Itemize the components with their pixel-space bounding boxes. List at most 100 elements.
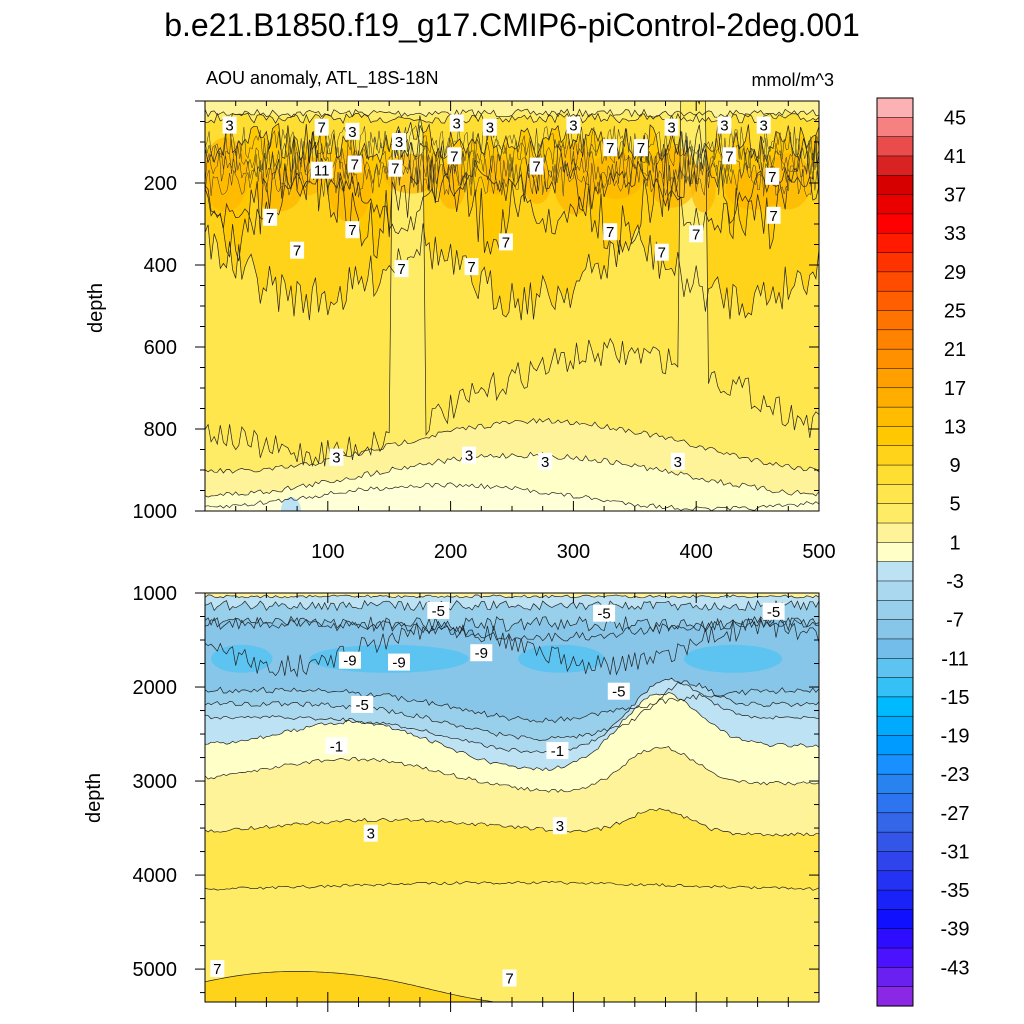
upper-contour-label: 7	[502, 234, 510, 251]
colorbar-swatch	[876, 155, 914, 176]
colorbar-swatch	[876, 580, 914, 601]
subtitle-units: mmol/m^3	[752, 70, 834, 90]
colorbar-swatch	[876, 812, 914, 833]
subtitle-left: AOU anomaly, ATL_18S-18N	[206, 68, 438, 89]
y-tick-label: 600	[144, 337, 177, 359]
lower-fill-core	[518, 644, 605, 673]
upper-contour-label: 3	[541, 454, 549, 471]
colorbar-label: -11	[941, 648, 968, 670]
colorbar-swatch	[876, 252, 914, 273]
lower-contour-label-box	[363, 824, 378, 842]
lower-contour-label-box	[325, 737, 348, 755]
upper-contour-label: 11	[314, 163, 330, 180]
lower-contour-line	[205, 677, 819, 754]
upper-fill-band	[205, 123, 819, 262]
upper-contour-label-box	[717, 116, 732, 134]
upper-contour-label-box	[566, 116, 581, 134]
lower-contour-label: 7	[213, 961, 221, 978]
y-tick-label: 2000	[133, 677, 178, 699]
colorbar-label: 1	[949, 532, 960, 554]
upper-contour-label-box	[756, 116, 771, 134]
colorbar-frame	[876, 97, 914, 1007]
upper-contour-label-box	[670, 452, 685, 470]
lower-contour-lines	[205, 594, 819, 1002]
colorbar-swatch	[876, 638, 914, 659]
lower-contour-label-box	[470, 644, 493, 662]
x-tick-label: 500	[802, 541, 835, 563]
colorbar-swatch	[876, 484, 914, 505]
colorbar-label: -27	[941, 803, 970, 825]
upper-contour-label-box	[664, 118, 679, 136]
lower-contour-label-box	[351, 695, 374, 713]
colorbar-swatch	[876, 696, 914, 717]
upper-contour-label: 7	[637, 140, 645, 157]
upper-fill-band	[205, 482, 819, 511]
upper-contour-label-box	[498, 233, 513, 251]
upper-contour-label: 3	[348, 124, 356, 141]
colorbar-label: -3	[946, 571, 964, 593]
upper-contour-label: 7	[769, 208, 777, 225]
colorbar-swatch	[876, 348, 914, 370]
colorbar-swatch	[876, 851, 914, 872]
upper-contour-label-box	[689, 225, 704, 243]
lower-contour-label: 3	[556, 818, 564, 835]
upper-fill-core	[553, 143, 597, 215]
upper-fill-core	[254, 167, 303, 212]
upper-panel: 3 7 3 3 3 3 3 3 3 3 11 7 7 7 7 7 7 7 7 7 7 7 7 7 7 7 7 7 7 3 3 3 3 100 20…	[85, 100, 836, 563]
colorbar-swatch	[876, 387, 914, 408]
lower-contour-label-box	[607, 682, 630, 700]
lower-contour-line	[205, 746, 819, 793]
upper-contour-label-box	[310, 161, 333, 179]
upper-contour-label-box	[222, 116, 237, 134]
colorbar-label: 13	[944, 416, 966, 438]
colorbar-swatch	[876, 310, 914, 331]
upper-contour-label: 7	[467, 259, 475, 276]
upper-contour-label: 3	[674, 454, 682, 471]
y-tick-label: 4000	[133, 865, 178, 887]
colorbar-swatch	[876, 232, 914, 254]
colorbar-swatch	[876, 426, 914, 447]
lower-contour-label-box	[502, 969, 517, 987]
upper-contour-label: 7	[351, 157, 359, 174]
upper-contour-label-box	[464, 258, 479, 276]
lower-contour-label: -9	[392, 655, 405, 672]
lower-fill-band	[205, 881, 819, 1002]
colorbar-swatch	[876, 329, 914, 350]
lower-contour-line	[205, 971, 498, 1002]
lower-contour-label: -1	[551, 743, 564, 760]
colorbar-label: -31	[941, 841, 970, 863]
lower-contour-label: -5	[432, 603, 445, 620]
upper-contour-line	[205, 482, 819, 511]
lower-contour-label: -5	[597, 606, 610, 623]
colorbar-swatch	[876, 619, 914, 640]
colorbar-swatch	[876, 947, 914, 968]
colorbar-swatch	[876, 503, 914, 524]
upper-contour-label-box	[388, 159, 403, 177]
upper-contour-line	[205, 418, 819, 474]
upper-contour-label: 3	[332, 450, 340, 467]
colorbar-label: 33	[944, 223, 966, 245]
upper-fill-band	[205, 109, 819, 124]
lower-fill-band	[205, 678, 819, 754]
upper-y-axis-title: depth	[85, 283, 107, 333]
colorbar-swatch	[876, 561, 914, 582]
colorbar-swatch	[876, 677, 914, 698]
upper-contour-label: 7	[391, 161, 399, 178]
upper-contour-line	[205, 108, 819, 119]
colorbar-label: -15	[941, 687, 970, 709]
upper-contour-label: 7	[725, 148, 733, 165]
colorbar-swatch	[876, 464, 914, 485]
colorbar-label: -7	[946, 610, 964, 632]
upper-contour-label-box	[603, 139, 618, 157]
upper-axes: 100 200 300 400 500 200 400 600 800 1000	[133, 100, 836, 563]
upper-contour-label-box	[766, 206, 781, 224]
figure-title: b.e21.B1850.f19_g17.CMIP6-piControl-2deg…	[164, 7, 860, 43]
lower-contour-label: 3	[367, 826, 375, 843]
upper-contour-line	[205, 112, 819, 125]
upper-contour-label-box	[654, 243, 669, 261]
y-tick-label: 200	[144, 173, 177, 195]
upper-contour-line	[205, 125, 819, 161]
lower-contour-label: -5	[356, 697, 369, 714]
colorbar-label: 17	[944, 378, 966, 400]
colorbar-swatch	[876, 600, 914, 621]
